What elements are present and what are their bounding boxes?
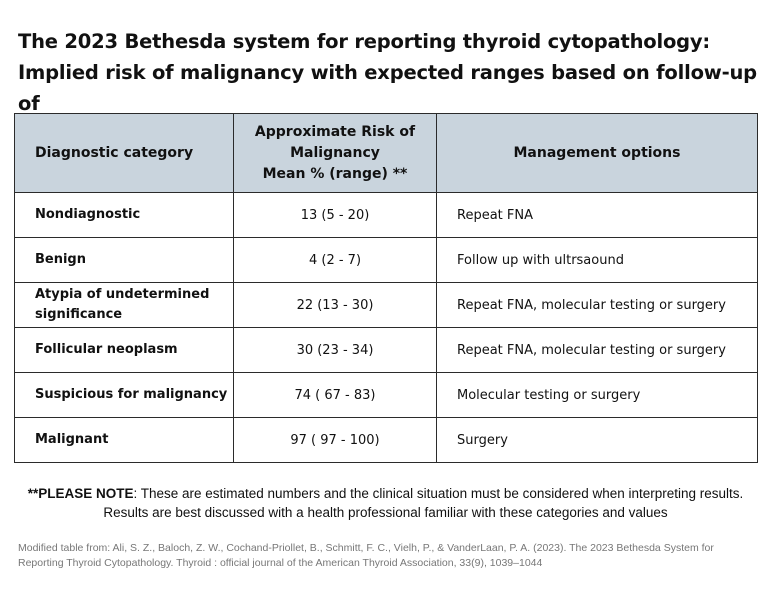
table-row: Suspicious for malignancy 74 ( 67 - 83) … <box>14 372 758 418</box>
cell-risk: 13 (5 - 20) <box>233 192 437 238</box>
header-management-options: Management options <box>436 113 758 193</box>
cell-management: Follow up with ultrsaound <box>436 237 758 283</box>
cell-risk: 30 (23 - 34) <box>233 327 437 373</box>
table-row: Benign 4 (2 - 7) Follow up with ultrsaou… <box>14 237 758 283</box>
page-title: The 2023 Bethesda system for reporting t… <box>18 26 758 119</box>
cell-management: Surgery <box>436 417 758 463</box>
header-risk-of-malignancy: Approximate Risk of Malignancy Mean % (r… <box>233 113 437 193</box>
source-line-1: Modified table from: Ali, S. Z., Baloch,… <box>18 542 714 554</box>
cell-category: Nondiagnostic <box>14 192 234 238</box>
bethesda-table: Diagnostic category Approximate Risk of … <box>14 113 758 463</box>
table-row: Atypia of undetermined significance 22 (… <box>14 282 758 328</box>
source-citation: Modified table from: Ali, S. Z., Baloch,… <box>18 541 753 571</box>
note-text-1: : These are estimated numbers and the cl… <box>133 486 744 501</box>
cell-category: Suspicious for malignancy <box>14 372 234 418</box>
cell-risk: 4 (2 - 7) <box>233 237 437 283</box>
header-risk-line-1: Approximate Risk of <box>254 123 416 140</box>
cell-category: Benign <box>14 237 234 283</box>
header-risk-line-3: Mean % (range) ** <box>262 165 408 182</box>
cell-category: Atypia of undetermined significance <box>14 282 234 328</box>
table-row: Nondiagnostic 13 (5 - 20) Repeat FNA <box>14 192 758 238</box>
cell-risk: 22 (13 - 30) <box>233 282 437 328</box>
note-label: **PLEASE NOTE <box>27 486 134 501</box>
table-row: Follicular neoplasm 30 (23 - 34) Repeat … <box>14 327 758 373</box>
note-line-2: Results are best discussed with a health… <box>103 505 668 520</box>
cell-management: Molecular testing or surgery <box>436 372 758 418</box>
cell-category: Malignant <box>14 417 234 463</box>
cell-management: Repeat FNA <box>436 192 758 238</box>
note-line-1: **PLEASE NOTE: These are estimated numbe… <box>14 484 757 503</box>
cell-risk: 97 ( 97 - 100) <box>233 417 437 463</box>
title-line-1: The 2023 Bethesda system for reporting t… <box>18 30 711 53</box>
source-line-2: Reporting Thyroid Cytopathology. Thyroid… <box>18 557 543 569</box>
cell-category: Follicular neoplasm <box>14 327 234 373</box>
cell-management: Repeat FNA, molecular testing or surgery <box>436 282 758 328</box>
header-diagnostic-category: Diagnostic category <box>14 113 234 193</box>
header-risk-line-2: Malignancy <box>290 144 380 161</box>
cell-risk: 74 ( 67 - 83) <box>233 372 437 418</box>
cell-management: Repeat FNA, molecular testing or surgery <box>436 327 758 373</box>
title-line-2: Implied risk of malignancy with expected… <box>18 61 757 115</box>
table-row: Malignant 97 ( 97 - 100) Surgery <box>14 417 758 463</box>
please-note: **PLEASE NOTE: These are estimated numbe… <box>14 484 757 522</box>
table-header-row: Diagnostic category Approximate Risk of … <box>14 113 758 193</box>
